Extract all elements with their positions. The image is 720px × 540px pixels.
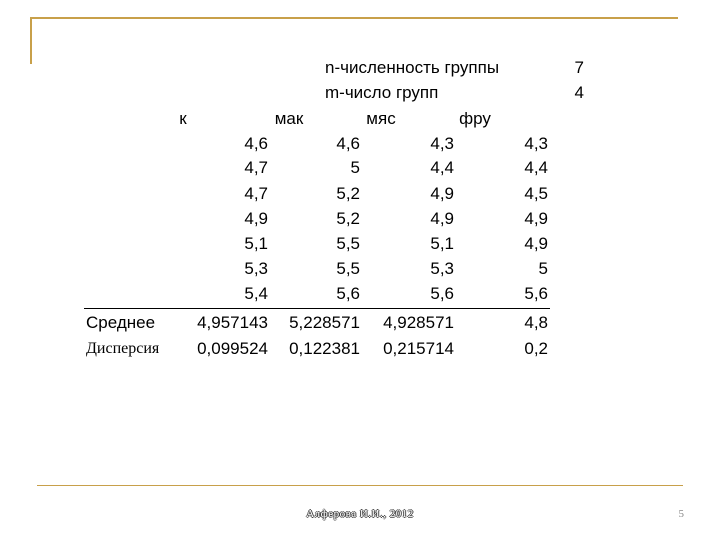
table-cell: 5,6 — [336, 284, 360, 303]
table-cell: 5,3 — [430, 259, 454, 278]
mean-value: 4,928571 — [383, 313, 454, 332]
param-m-value: 4 — [574, 83, 584, 102]
variance-value: 0,099524 — [197, 339, 268, 358]
table-cell: 5,1 — [430, 234, 454, 253]
table-cell: 5,2 — [336, 209, 360, 228]
header-myas: мяс — [366, 109, 396, 128]
table-cell: 4,9 — [244, 209, 268, 228]
table-cell: 4,9 — [524, 234, 548, 253]
param-n-value: 7 — [574, 58, 584, 77]
table-cell: 5 — [538, 259, 548, 278]
table-cell: 4,4 — [430, 158, 454, 177]
mean-value: 4,8 — [524, 313, 548, 332]
table-cell: 5,6 — [430, 284, 454, 303]
table-cell: 4,5 — [524, 184, 548, 203]
variance-value: 0,2 — [524, 339, 548, 358]
mean-value: 5,228571 — [289, 313, 360, 332]
header-fru: фру — [459, 109, 491, 128]
table-cell: 5,5 — [336, 234, 360, 253]
table-cell: 4,9 — [524, 209, 548, 228]
table-cell: 4,9 — [430, 209, 454, 228]
mean-value: 4,957143 — [197, 313, 268, 332]
table-cell: 5,5 — [336, 259, 360, 278]
header-k: к — [179, 109, 187, 128]
table-cell: 5,6 — [524, 284, 548, 303]
table-cell: 4,7 — [244, 158, 268, 177]
variance-value: 0,215714 — [383, 339, 454, 358]
table-cell: 4,4 — [524, 158, 548, 177]
table-cell: 4,3 — [430, 134, 454, 153]
footer-author: Алферова И.И., 2012 — [306, 508, 414, 520]
table-cell: 4,9 — [430, 184, 454, 203]
mean-label: Среднее — [86, 313, 156, 332]
variance-value: 0,122381 — [289, 339, 360, 358]
table-cell: 4,7 — [244, 184, 268, 203]
page-number: 5 — [678, 508, 685, 520]
table-cell: 5,4 — [244, 284, 268, 303]
table-cell: 5,3 — [244, 259, 268, 278]
table-cell: 5,2 — [336, 184, 360, 203]
variance-label: Дисперсия — [86, 340, 160, 357]
table-cell: 5 — [350, 158, 360, 177]
footer-rule — [37, 485, 683, 486]
frame-left-line — [30, 17, 32, 64]
param-m-label: m-число групп — [325, 83, 439, 102]
summary-separator-line — [84, 308, 550, 309]
table-cell: 4,6 — [336, 134, 360, 153]
table-cell: 5,1 — [244, 234, 268, 253]
table-cell: 4,3 — [524, 134, 548, 153]
table-cell: 4,6 — [244, 134, 268, 153]
frame-top-line — [30, 17, 678, 19]
param-n-label: n-численность группы — [325, 58, 500, 77]
header-mak: мак — [274, 109, 304, 128]
